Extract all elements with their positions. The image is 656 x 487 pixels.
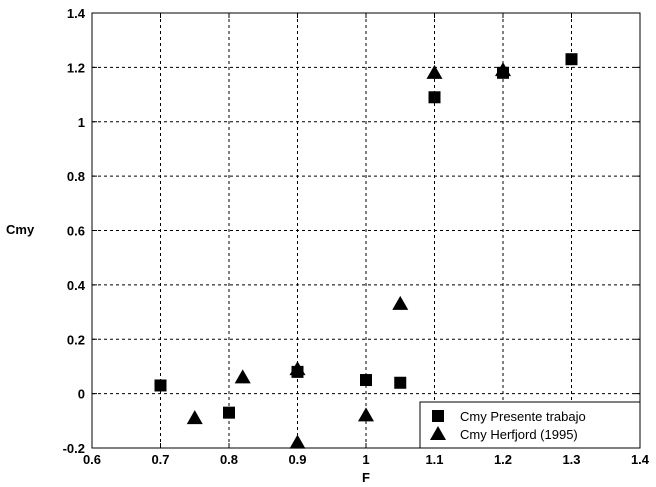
legend-marker [432, 410, 444, 422]
legend-label: Cmy Presente trabajo [460, 409, 586, 424]
square-marker [154, 379, 167, 392]
x-tick-label: 1.3 [562, 452, 580, 467]
y-tick-label: -0.2 [63, 441, 85, 456]
grid-lines [92, 13, 640, 448]
x-tick-label: 0.6 [83, 452, 101, 467]
y-tick-label: 1.4 [67, 6, 86, 21]
y-axis-title: Cmy [6, 222, 35, 237]
x-tick-label: 0.9 [288, 452, 306, 467]
x-tick-label: 1.1 [425, 452, 443, 467]
x-tick-label: 0.7 [151, 452, 169, 467]
legend-label: Cmy Herfjord (1995) [460, 427, 578, 442]
x-tick-label: 1.2 [494, 452, 512, 467]
legend: Cmy Presente trabajo Cmy Herfjord (1995) [419, 401, 641, 449]
y-tick-label: 1 [78, 115, 85, 130]
triangle-marker [495, 62, 511, 77]
y-tick-label: 0.4 [67, 278, 86, 293]
square-marker [428, 91, 441, 104]
legend-marker [430, 426, 446, 440]
triangle-marker [234, 369, 251, 384]
y-tick-label: 1.2 [67, 60, 85, 75]
y-tick-label: 0.8 [67, 169, 85, 184]
triangle-marker [392, 295, 409, 310]
y-tick-label: 0.2 [67, 332, 85, 347]
x-tick-label: 1 [362, 452, 369, 467]
triangle-marker [289, 361, 306, 376]
square-marker [394, 376, 407, 389]
x-axis-title: F [362, 470, 370, 485]
x-tick-label: 0.8 [220, 452, 238, 467]
square-marker [223, 406, 235, 419]
data-points [154, 53, 578, 449]
triangle-marker [426, 64, 443, 79]
triangle-marker [186, 410, 203, 425]
triangle-marker [358, 407, 374, 422]
legend-box [419, 401, 641, 449]
y-tick-label: 0 [78, 387, 85, 402]
triangle-marker [289, 434, 306, 449]
square-marker [360, 374, 372, 387]
axis-ticks: 0.6 0.7 0.8 0.9 1 1.1 1.2 1.3 1.4 -0.2 0 0.2 0.4 0.6 0… [63, 6, 650, 467]
y-tick-label: 0.6 [67, 224, 85, 239]
square-marker [565, 53, 578, 66]
x-tick-label: 1.4 [631, 452, 650, 467]
